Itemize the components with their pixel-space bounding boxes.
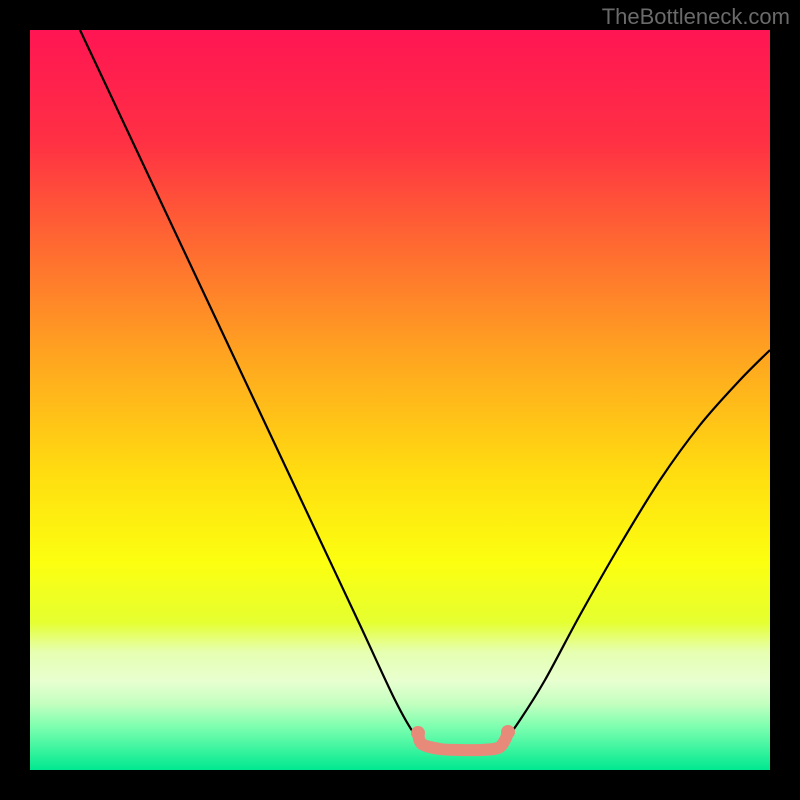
gradient-background [30, 30, 770, 770]
optimal-region-start-marker [411, 726, 425, 740]
bottleneck-chart [0, 0, 800, 800]
watermark: TheBottleneck.com [602, 4, 790, 30]
optimal-region-end-marker [501, 725, 515, 739]
chart-container: TheBottleneck.com [0, 0, 800, 800]
